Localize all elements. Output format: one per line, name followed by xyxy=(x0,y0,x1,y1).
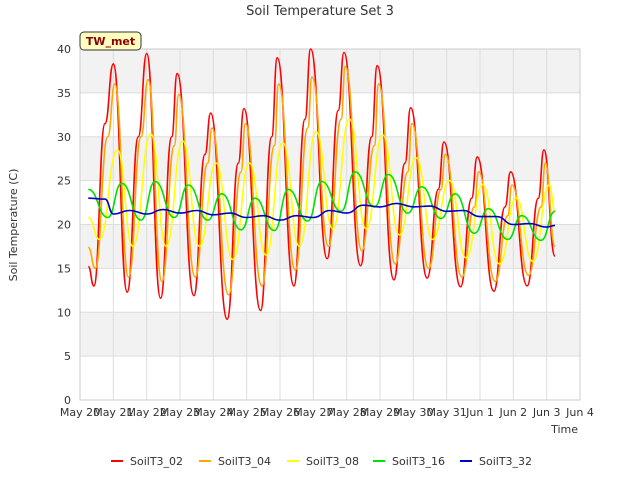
site-badge: TW_met xyxy=(79,31,142,51)
site-badge-box xyxy=(79,31,142,51)
legend-item-soilt3-16: SoilT3_16 xyxy=(373,455,445,468)
x-tick-label: May 20 xyxy=(60,406,100,419)
x-axis-title: Time xyxy=(550,423,578,436)
plot-area-frame xyxy=(79,48,581,401)
x-tick-label: May 31 xyxy=(427,406,467,419)
x-tick-label: Jun 1 xyxy=(465,406,494,419)
x-tick-label: Jun 4 xyxy=(565,406,594,419)
x-tick-label: May 25 xyxy=(227,406,267,419)
background-band xyxy=(80,312,580,357)
y-tick-label: 15 xyxy=(57,262,71,275)
y-tick-label: 20 xyxy=(57,219,71,232)
series-line-soilt3-04 xyxy=(87,65,556,296)
background-band xyxy=(80,136,580,181)
y-axis-title: Soil Temperature (C) xyxy=(7,169,20,282)
y-tick-label: 5 xyxy=(64,350,71,363)
legend-label: SoilT3_08 xyxy=(306,455,359,468)
x-tick-label: May 30 xyxy=(393,406,433,419)
x-tick-label: May 21 xyxy=(93,406,133,419)
legend-item-soilt3-04: SoilT3_04 xyxy=(199,455,271,468)
legend: SoilT3_02 SoilT3_04 SoilT3_08 SoilT3_16 Soil… xyxy=(111,455,532,468)
y-tick-label: 25 xyxy=(57,175,71,188)
series-lines xyxy=(87,48,556,321)
x-tick-label: May 24 xyxy=(193,406,233,419)
x-tick-label: May 23 xyxy=(160,406,200,419)
x-tick-label: May 29 xyxy=(360,406,400,419)
background-band xyxy=(80,49,580,93)
legend-item-soilt3-08: SoilT3_08 xyxy=(287,455,359,468)
y-axis-ticks: 0 5 10 15 20 25 30 35 40 xyxy=(57,43,71,407)
chart-title: Soil Temperature Set 3 xyxy=(246,4,394,19)
x-tick-label: Jun 2 xyxy=(498,406,527,419)
y-tick-label: 30 xyxy=(57,131,71,144)
x-tick-label: Jun 3 xyxy=(532,406,561,419)
legend-label: SoilT3_16 xyxy=(392,455,445,468)
y-tick-label: 0 xyxy=(64,394,71,407)
legend-label: SoilT3_02 xyxy=(130,455,183,468)
legend-label: SoilT3_04 xyxy=(218,455,271,468)
y-tick-label: 35 xyxy=(57,87,71,100)
legend-item-soilt3-32: SoilT3_32 xyxy=(460,455,532,468)
legend-label: SoilT3_32 xyxy=(479,455,532,468)
y-tick-label: 10 xyxy=(57,306,71,319)
y-tick-label: 40 xyxy=(57,43,71,56)
x-tick-label: May 22 xyxy=(127,406,167,419)
plot-background-bands xyxy=(80,49,580,357)
series-line-soilt3-08 xyxy=(87,118,556,265)
legend-item-soilt3-02: SoilT3_02 xyxy=(111,455,183,468)
series-line-soilt3-32 xyxy=(88,197,556,228)
x-tick-label: May 26 xyxy=(260,406,300,419)
x-tick-label: May 27 xyxy=(293,406,333,419)
site-badge-label: TW_met xyxy=(86,35,135,48)
series-line-soilt3-02 xyxy=(87,48,556,321)
x-tick-label: May 28 xyxy=(327,406,367,419)
